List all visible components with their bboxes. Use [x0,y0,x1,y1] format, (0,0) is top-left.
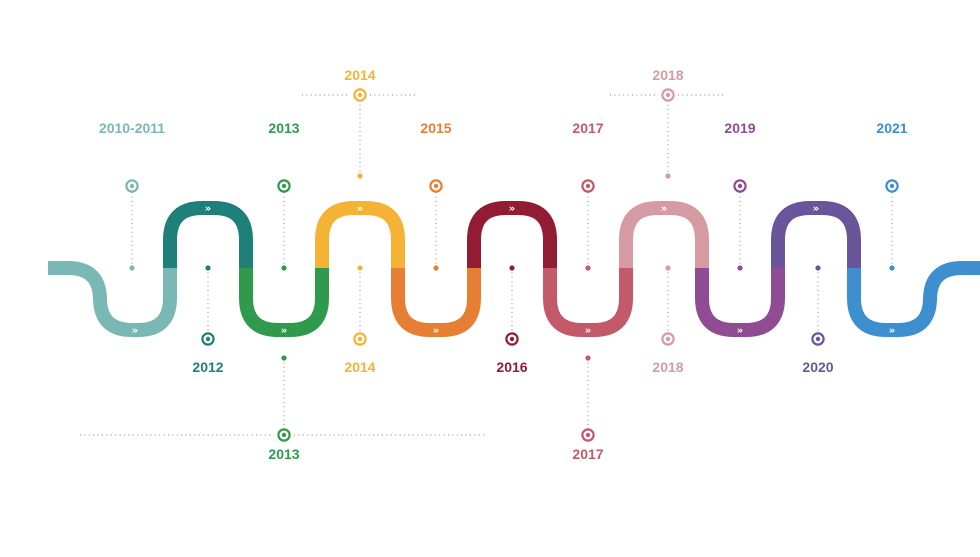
milestone-year-label: 2016 [496,359,527,375]
direction-chevron-icon: » [132,326,138,337]
direction-chevron-icon: » [585,326,591,337]
road-segment [695,268,785,337]
milestone: 2013 [268,120,300,271]
milestone: 2021 [876,120,908,271]
target-pin-center [665,336,671,342]
direction-chevron-icon: » [889,326,895,337]
milestone: 2019 [724,120,756,271]
milestone: 2016 [496,265,528,375]
target-pin-center [281,432,287,438]
direction-chevron-icon: » [357,204,363,215]
direction-chevron-icon: » [433,326,439,337]
anchor-dot [665,265,671,271]
milestone: 2014 [344,265,376,375]
target-pin-center [281,183,287,189]
milestone-year-label: 2021 [876,120,907,136]
milestone: 2017 [572,355,604,462]
target-pin-center [665,92,671,98]
direction-chevron-icon: » [509,204,515,215]
direction-chevron-icon: » [205,204,211,215]
milestone-year-label: 2013 [268,120,299,136]
road-segment [467,201,557,268]
anchor-dot [665,173,671,179]
target-pin-center [357,336,363,342]
timeline-milestones: 2010-2011 2012 2013 2013 2014 2014 2015 2016 201… [80,67,908,462]
milestone-year-label: 2013 [268,446,299,462]
anchor-dot [357,173,363,179]
anchor-dot [433,265,439,271]
milestone-year-label: 2012 [192,359,223,375]
anchor-dot [509,265,515,271]
target-pin-center [815,336,821,342]
anchor-dot [281,265,287,271]
anchor-dot [585,355,591,361]
milestone: 2018 [652,265,684,375]
milestone-year-label: 2014 [344,67,375,83]
milestone-year-label: 2017 [572,120,603,136]
road-segment [315,201,405,268]
road-segment [391,268,481,337]
direction-chevron-icon: » [813,204,819,215]
milestone-year-label: 2019 [724,120,755,136]
direction-chevron-icon: » [281,326,287,337]
milestone-year-label: 2018 [652,67,683,83]
target-pin-center [205,336,211,342]
anchor-dot [357,265,363,271]
anchor-dot [205,265,211,271]
milestone-year-label: 2017 [572,446,603,462]
anchor-dot [737,265,743,271]
anchor-dot [585,265,591,271]
target-pin-center [129,183,135,189]
milestone: 2017 [572,120,604,271]
milestone-year-label: 2018 [652,359,683,375]
milestone-year-label: 2014 [344,359,375,375]
milestone: 2014 [302,67,418,179]
road-segment [163,201,253,268]
direction-chevron-icon: » [661,204,667,215]
road-segment [239,268,329,337]
milestone: 2020 [802,265,834,375]
milestone-year-label: 2010-2011 [99,120,165,136]
road-segment [771,201,861,268]
target-pin-center [509,336,515,342]
milestone-year-label: 2020 [802,359,833,375]
milestone: 2010-2011 [99,120,165,271]
milestone: 2018 [610,67,726,179]
road-segment [543,268,633,337]
target-pin-center [737,183,743,189]
timeline-road: » » » » » » » » » » » [48,201,980,337]
road-segment [48,261,177,337]
milestone-year-label: 2015 [420,120,451,136]
target-pin-center [357,92,363,98]
anchor-dot [129,265,135,271]
milestone: 2015 [420,120,452,271]
road-segment [847,261,980,337]
target-pin-center [585,432,591,438]
anchor-dot [281,355,287,361]
road-segment [619,201,709,268]
anchor-dot [815,265,821,271]
milestone: 2013 [80,355,486,462]
target-pin-center [585,183,591,189]
target-pin-center [433,183,439,189]
anchor-dot [889,265,895,271]
milestone: 2012 [192,265,224,375]
direction-chevron-icon: » [737,326,743,337]
target-pin-center [889,183,895,189]
